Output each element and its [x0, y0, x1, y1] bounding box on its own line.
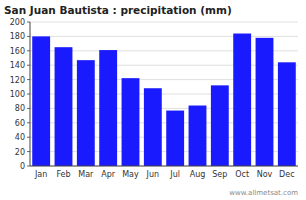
x-tick-label: Nov [257, 170, 273, 179]
bar [122, 78, 140, 166]
bar [189, 106, 207, 166]
y-tick-label: 20 [15, 148, 25, 157]
x-tick-label: Sep [212, 170, 227, 179]
x-tick-label: Jan [34, 170, 47, 179]
y-tick-label: 100 [10, 90, 25, 99]
y-tick-label: 0 [20, 162, 25, 171]
title: San Juan Bautista : precipitation (mm) [4, 4, 232, 16]
y-axis [30, 22, 31, 166]
bar [144, 88, 162, 166]
bars [32, 34, 296, 166]
bar [166, 111, 184, 166]
bar [278, 62, 296, 166]
plot-area [30, 22, 298, 166]
bar [233, 34, 251, 166]
x-tick-label: Jun [146, 170, 160, 179]
y-tick-label: 120 [10, 76, 25, 85]
grid-line [30, 22, 298, 23]
x-tick-label: May [122, 170, 139, 179]
x-tick-label: Mar [78, 170, 94, 179]
y-tick-label: 160 [10, 47, 25, 56]
grid-line [30, 166, 298, 167]
chart: 0 20 40 60 80 100 120 140 160 180 200 Jan Feb Mar Apr M… [0, 0, 306, 200]
x-tick-label: Dec [279, 170, 294, 179]
x-tick-label: Apr [101, 170, 116, 179]
x-tick-label: Oct [235, 170, 249, 179]
bar [211, 85, 229, 166]
y-tick-label: 60 [15, 119, 25, 128]
grid-line [30, 36, 298, 37]
x-tick-label: Aug [190, 170, 206, 179]
watermark: www.allmetsat.com [229, 189, 298, 197]
y-tick-label: 40 [15, 133, 25, 142]
y-tick-label: 80 [15, 104, 25, 113]
y-tick-label: 200 [10, 18, 25, 27]
x-tick-label: Feb [56, 170, 70, 179]
bar [99, 50, 117, 166]
x-tick-label: Jul [169, 170, 180, 179]
y-tick-label: 180 [10, 32, 25, 41]
bar [77, 60, 95, 166]
bar [55, 47, 73, 166]
bar [32, 36, 50, 166]
x-axis [30, 166, 298, 167]
y-tick-label: 140 [10, 61, 25, 70]
bar [256, 38, 274, 166]
